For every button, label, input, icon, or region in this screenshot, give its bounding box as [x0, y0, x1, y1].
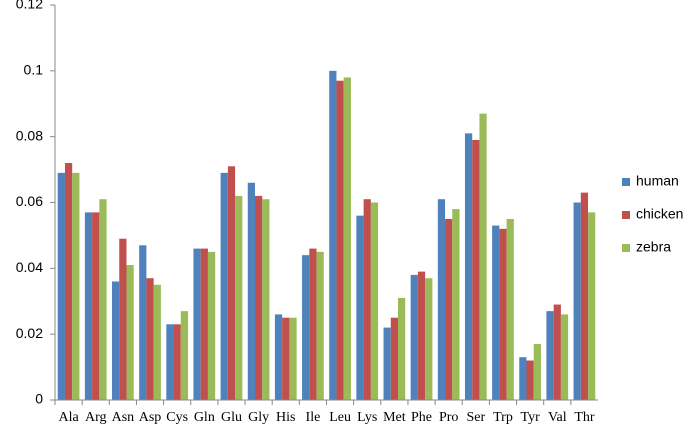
- bar: [553, 304, 561, 400]
- x-tick-label: Cys: [166, 410, 188, 425]
- x-tick-label: Arg: [85, 410, 107, 425]
- x-tick-label: Tyr: [521, 410, 541, 425]
- bar: [112, 281, 120, 400]
- y-tick-label: 0.12: [16, 0, 43, 12]
- bar: [397, 297, 406, 400]
- bar: [64, 163, 73, 400]
- bar: [153, 284, 161, 400]
- x-tick-label: Leu: [329, 410, 351, 425]
- x-tick-label: Lys: [357, 410, 377, 425]
- y-tick-label: 0.02: [16, 325, 43, 341]
- legend-swatch: [622, 178, 630, 186]
- x-tick-label: Ile: [306, 410, 321, 425]
- bar: [370, 202, 379, 400]
- x-tick-label: Phe: [411, 410, 432, 425]
- bar: [519, 357, 527, 400]
- bar: [329, 70, 337, 400]
- bar: [425, 278, 433, 400]
- bar: [126, 265, 134, 400]
- bar: [302, 255, 310, 400]
- bar: [588, 212, 596, 400]
- bar: [336, 80, 344, 400]
- x-tick-label: Gly: [248, 410, 269, 425]
- bar: [492, 225, 500, 400]
- y-tick-label: 0.1: [24, 62, 44, 78]
- bar: [437, 199, 446, 400]
- bar: [72, 172, 80, 400]
- y-tick-label: 0.06: [16, 193, 43, 209]
- bar: [57, 172, 65, 400]
- x-tick-label: Gln: [194, 410, 215, 425]
- bar: [499, 228, 507, 400]
- bar: [472, 139, 480, 401]
- bar: [560, 314, 569, 400]
- bar: [452, 209, 460, 400]
- x-tick-label: Asn: [112, 410, 135, 425]
- bar: [119, 238, 127, 400]
- bar: [289, 317, 297, 400]
- legend-swatch: [622, 211, 630, 219]
- bar: [526, 360, 534, 400]
- bar: [356, 215, 364, 400]
- bar: [533, 344, 541, 400]
- bar: [84, 212, 93, 400]
- bar: [92, 212, 100, 400]
- bar: [247, 182, 256, 400]
- bar: [180, 311, 189, 400]
- bar: [464, 133, 473, 400]
- legend-label: chicken: [636, 206, 683, 222]
- bar: [282, 317, 290, 400]
- bar: [262, 199, 270, 400]
- x-tick-label: Trp: [493, 410, 513, 425]
- legend-label: human: [636, 173, 679, 189]
- x-tick-label: Thr: [574, 410, 595, 425]
- x-tick-label: Glu: [221, 410, 242, 425]
- bar: [445, 218, 453, 400]
- bar: [173, 324, 181, 400]
- bar: [255, 195, 263, 400]
- y-tick-label: 0: [35, 391, 43, 407]
- bar: [139, 245, 147, 400]
- bar: [166, 324, 174, 400]
- x-tick-label: Asp: [139, 410, 162, 425]
- bar: [573, 202, 581, 400]
- x-tick-label: Val: [548, 410, 567, 425]
- bar: [410, 274, 418, 400]
- bar: [227, 166, 236, 400]
- bar: [193, 248, 201, 400]
- x-tick-label: His: [276, 410, 295, 425]
- x-tick-label: Pro: [439, 410, 458, 425]
- y-tick-label: 0.04: [16, 259, 43, 275]
- bar: [309, 248, 317, 400]
- bar: [99, 199, 107, 400]
- bar: [580, 192, 589, 400]
- bar: [200, 248, 208, 400]
- x-tick-label: Ser: [466, 410, 485, 425]
- x-tick-label: Met: [383, 410, 406, 425]
- bar: [363, 199, 371, 400]
- bar: [146, 278, 154, 400]
- bar: [220, 172, 228, 400]
- bar: [316, 251, 324, 400]
- bar: [546, 311, 554, 400]
- bar: [390, 317, 398, 400]
- bar: [274, 314, 283, 400]
- bar: [383, 327, 391, 400]
- bar: [207, 251, 216, 400]
- legend-swatch: [622, 244, 630, 252]
- bar: [235, 195, 243, 400]
- bar: [479, 113, 487, 400]
- y-tick-label: 0.08: [16, 127, 43, 143]
- x-tick-label: Ala: [58, 410, 79, 425]
- bar: [343, 77, 351, 401]
- legend-label: zebra: [636, 239, 671, 255]
- bar: [506, 218, 514, 400]
- bar: [417, 271, 426, 400]
